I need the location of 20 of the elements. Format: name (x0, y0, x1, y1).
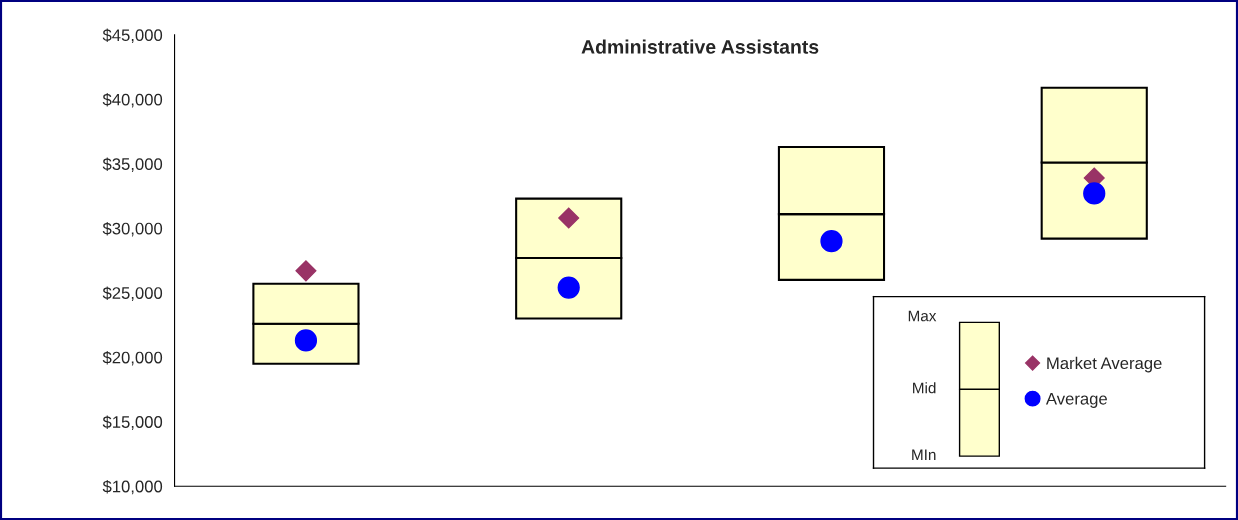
point (820, 230, 843, 253)
y-tick-label: $40,000 (102, 93, 163, 108)
y-tick-label: $25,000 (102, 286, 163, 301)
y-tick-label: $10,000 (102, 479, 163, 495)
point (557, 276, 580, 299)
annotation: MIn (912, 449, 936, 461)
point (294, 329, 318, 352)
annotation: Max (908, 310, 937, 322)
y-tick-label: $15,000 (102, 415, 163, 430)
chart-title: Administrative Assistants (581, 39, 819, 54)
annotation: Mid (913, 382, 936, 394)
legend-label: Market Average (1047, 356, 1162, 373)
y-tick-label: $35,000 (102, 157, 163, 172)
y-tick-label: $30,000 (102, 221, 163, 237)
point (1083, 182, 1106, 205)
legend-label: Average (1045, 393, 1107, 408)
y-tick-label: $20,000 (102, 350, 163, 366)
y-tick-label: $45,000 (102, 28, 163, 44)
point (558, 207, 580, 229)
point (295, 260, 317, 282)
